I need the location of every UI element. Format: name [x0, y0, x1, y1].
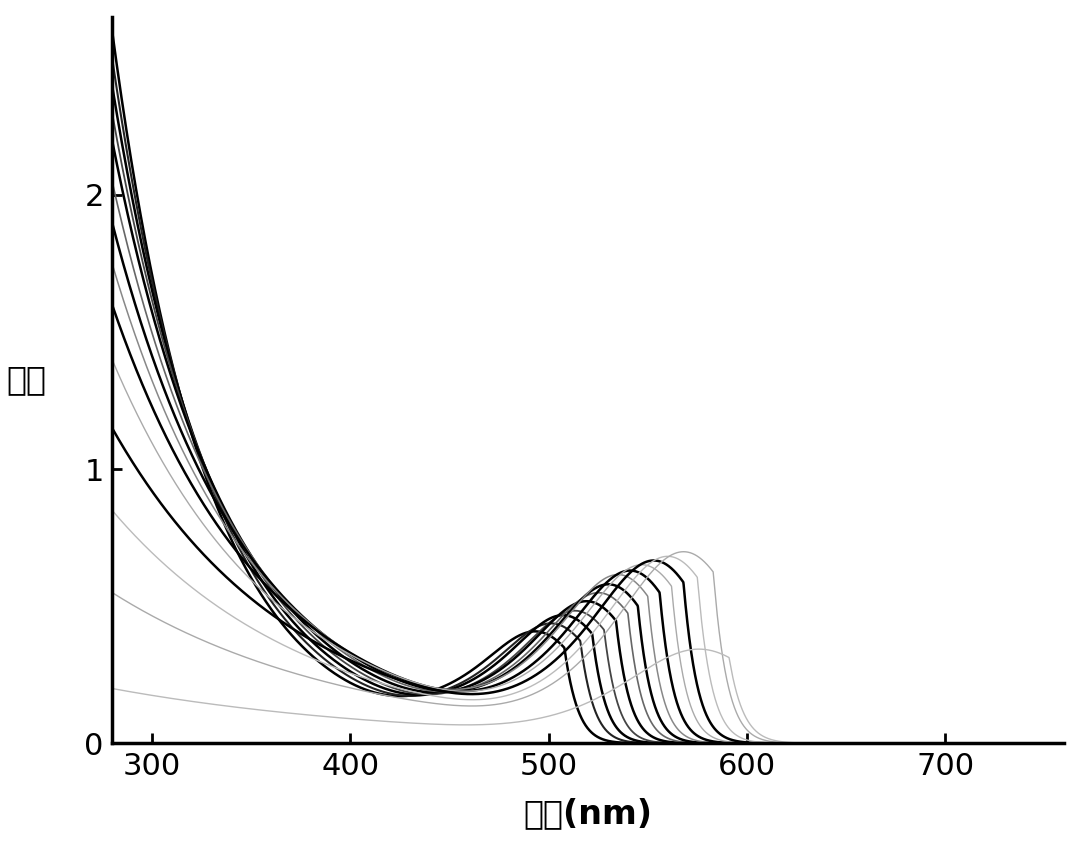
- Y-axis label: 吸收: 吸收: [6, 363, 46, 396]
- X-axis label: 波长(nm): 波长(nm): [523, 797, 653, 830]
